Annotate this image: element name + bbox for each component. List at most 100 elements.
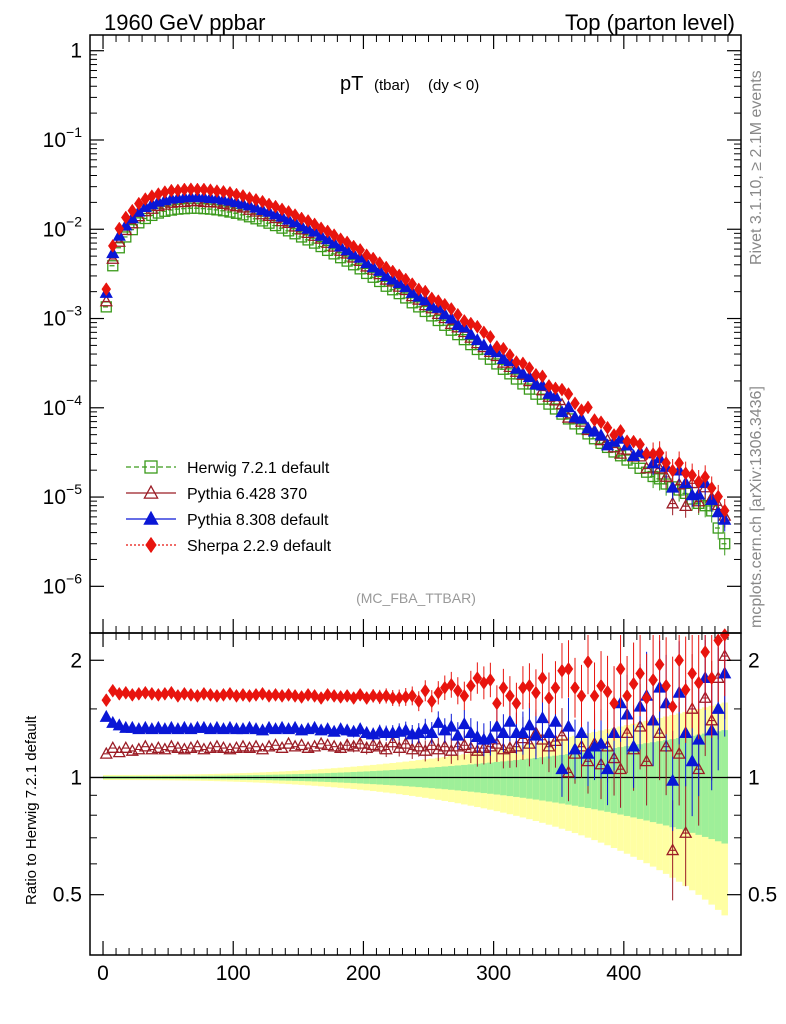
main-point: [531, 367, 541, 382]
ratio-point: [459, 688, 470, 703]
ratio-y-tick-label-right: 2: [748, 649, 760, 672]
ratio-point: [483, 731, 497, 744]
green-band-segment: [519, 759, 527, 798]
legend-marker: [145, 536, 157, 554]
ratio-point: [418, 743, 432, 756]
ratio-point: [522, 718, 537, 731]
main-point: [218, 184, 229, 199]
main-point: [268, 207, 283, 220]
main-point: [548, 389, 563, 402]
ratio-point: [342, 688, 352, 703]
ratio-point: [602, 684, 613, 699]
ratio-point: [522, 736, 537, 749]
ratio-point: [531, 685, 541, 700]
legend-entry: Herwig 7.2.1 default: [126, 460, 330, 477]
main-point: [692, 487, 706, 500]
ratio-point: [425, 726, 439, 739]
ratio-point: [373, 739, 387, 752]
ratio-point: [464, 726, 478, 739]
ratio-y-tick-label-left: 0.5: [53, 884, 82, 907]
rivet-label: Rivet 3.1.10, ≥ 2.1M events: [748, 70, 765, 265]
main-point: [472, 319, 483, 334]
main-point: [479, 325, 489, 340]
main-point: [211, 204, 223, 216]
main-point: [557, 382, 567, 397]
ratio-point: [581, 746, 595, 759]
green-band-segment: [578, 752, 585, 807]
main-point: [589, 413, 600, 427]
main-point: [244, 191, 255, 206]
ratio-y-tick-label-left: 1: [70, 766, 82, 789]
ratio-point: [446, 677, 457, 692]
main-point: [186, 182, 196, 197]
main-point: [537, 369, 548, 384]
main-point: [542, 386, 556, 399]
ratio-point: [503, 714, 517, 727]
main-point: [212, 184, 222, 199]
main-point: [386, 272, 400, 285]
main-point: [327, 236, 341, 249]
ratio-point: [570, 680, 580, 695]
main-point: [700, 470, 710, 484]
ratio-point: [653, 726, 667, 739]
ratio-point: [270, 687, 281, 702]
ratio-point: [425, 738, 439, 751]
main-point: [706, 481, 717, 496]
main-point: [666, 496, 680, 509]
main-point: [583, 400, 593, 415]
ratio-point: [392, 740, 406, 753]
main-series-2: [99, 189, 732, 532]
ratio-point: [186, 687, 196, 702]
ratio-point: [381, 688, 392, 703]
ratio-point: [626, 739, 641, 752]
ratio-point: [386, 735, 400, 748]
main-point: [713, 489, 724, 504]
ratio-point: [444, 743, 458, 756]
main-point: [451, 317, 465, 330]
ratio-point: [628, 676, 639, 691]
main-point: [602, 420, 613, 435]
ratio-point: [700, 645, 710, 659]
main-point: [328, 248, 340, 260]
ratio-point: [496, 726, 510, 739]
ratio-point: [433, 685, 444, 700]
ratio-point: [327, 739, 341, 752]
main-y-tick-exponent: −2: [66, 213, 82, 229]
plot-title-sub1: (tbar): [374, 77, 410, 94]
main-point: [446, 302, 457, 316]
ratio-point: [151, 740, 165, 753]
green-band-segment: [714, 731, 722, 842]
ratio-point: [296, 690, 307, 704]
main-point: [393, 287, 405, 300]
ratio-point: [641, 691, 652, 705]
main-point: [353, 250, 367, 263]
main-point: [198, 203, 210, 215]
ratio-point: [288, 720, 302, 733]
ratio-point: [535, 711, 550, 724]
ratio-point: [589, 688, 600, 703]
ratio-point: [268, 738, 283, 751]
ratio-point: [635, 666, 645, 681]
main-point: [107, 260, 119, 272]
ratio-point: [438, 739, 452, 752]
ratio-point: [366, 738, 380, 751]
green-band-segment: [721, 730, 728, 844]
ratio-point: [294, 738, 309, 751]
ratio-point: [680, 682, 691, 697]
main-y-tick-label: 10−6: [43, 570, 83, 598]
green-band-segment: [649, 742, 657, 823]
legend-entry: Sherpa 2.2.9 default: [126, 536, 332, 555]
ratio-point: [321, 722, 335, 735]
ratio-point: [321, 738, 335, 751]
main-point: [192, 182, 203, 197]
main-point: [342, 235, 352, 250]
main-point: [217, 205, 230, 217]
ratio-point: [164, 739, 178, 752]
ratio-point: [583, 655, 593, 669]
ratio-point: [640, 754, 654, 767]
main-point: [251, 192, 261, 207]
ratio-point: [216, 740, 231, 753]
ratio-point: [353, 736, 367, 749]
main-plot-panel: 1 10−1 10−2 10−3 10−4 10−5 10−6: [43, 34, 742, 955]
